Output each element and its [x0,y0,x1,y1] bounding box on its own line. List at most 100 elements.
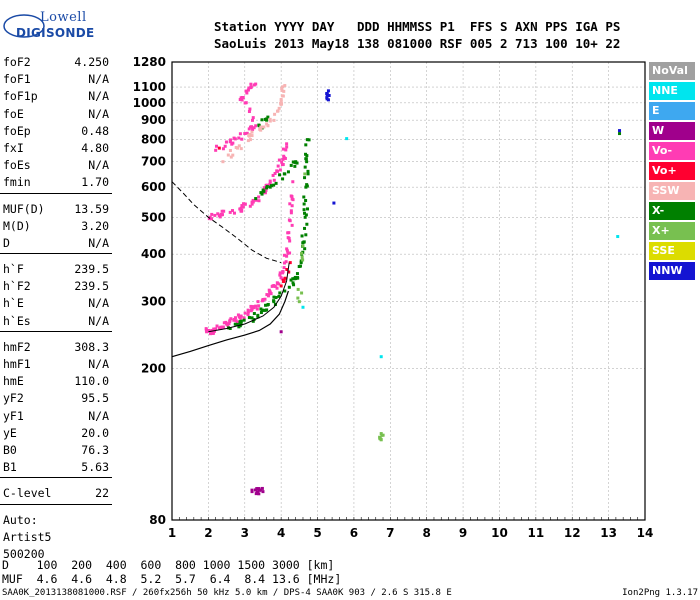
echo-point [272,295,276,299]
param-key: h`F2 [3,279,31,294]
echo-point [254,492,258,496]
echo-point [278,291,282,295]
echo-point [281,147,285,151]
echo-point [266,294,270,298]
echo-point [235,322,239,326]
echo-point [254,197,258,201]
param-separator [0,503,112,512]
echo-point [301,305,305,309]
param-value: N/A [88,296,109,311]
echo-point [262,125,266,129]
echo-point [290,195,294,199]
echo-point [303,176,307,180]
echo-point [276,109,280,113]
x-tick-label: 9 [459,526,467,540]
echo-point [282,154,286,158]
echo-point [269,292,273,296]
echo-point [211,331,215,335]
muf-dashed-curve [171,181,282,264]
echo-point [215,324,219,328]
echo-point [222,209,226,213]
echo-point [231,141,235,145]
echo-point [268,181,272,185]
echo-point [219,212,223,216]
y-tick-label: 500 [141,210,166,224]
echo-point [257,492,261,496]
echo-point [285,247,289,251]
echo-point [256,315,260,319]
echo-point [247,133,251,137]
x-tick-label: 4 [277,526,285,540]
echo-point [291,281,295,285]
echo-point [219,326,223,330]
legend-entry: SSW [649,182,695,200]
echo-point [297,300,301,304]
echo-point [240,204,244,208]
echo-point [301,258,305,262]
param-value: 308.3 [74,339,109,354]
x-tick-label: 3 [241,526,249,540]
echo-point [259,307,263,311]
echo-point [290,204,294,208]
echo-point [233,316,237,320]
param-row: foF1p N/A [0,88,112,105]
echo-point [246,308,250,312]
echo-point [287,285,291,289]
echo-point [245,131,249,135]
auto-scaling-line: Auto: [0,512,112,529]
echo-point [616,235,620,239]
echo-point [303,165,307,169]
param-row: foE N/A [0,106,112,123]
echo-point [300,255,304,259]
echo-point [235,146,239,150]
legend-entry: Vo- [649,142,695,160]
echo-point [208,332,212,336]
param-key: h`E [3,296,24,311]
echo-point [216,212,220,216]
echo-point [256,490,260,494]
echo-point [250,200,254,204]
echo-point [257,304,261,308]
legend-entry: E [649,102,695,120]
echo-point [257,199,261,203]
param-value: 1.70 [81,175,109,190]
echo-point [226,153,230,157]
echo-point [287,270,291,274]
param-row: D N/A [0,235,112,252]
echo-point [618,129,622,133]
echo-point [282,279,286,283]
echo-point [248,204,252,208]
echo-point [282,253,286,257]
echo-point [287,236,291,240]
param-row: foEp 0.48 [0,123,112,140]
footer-file-info: SAA0K_2013138081000.RSF / 260fx256h 50 k… [2,588,452,598]
echo-point [247,316,251,320]
echo-point [265,303,269,307]
echo-point [288,251,292,255]
echo-point [281,270,285,274]
echo-point [303,247,307,251]
y-tick-label: 1100 [133,80,166,94]
echo-point [237,144,241,148]
param-row: hmE 110.0 [0,373,112,390]
echo-point [288,202,292,206]
echo-point [278,168,282,172]
echo-point [245,91,249,95]
echo-point [254,82,258,86]
echo-point [291,277,295,281]
echo-point [279,284,283,288]
plot-frame [171,61,646,521]
echo-point [279,98,283,102]
echo-point [280,102,284,106]
echo-point [249,86,253,90]
echo-point [283,172,287,176]
echo-point [262,189,266,193]
echo-point [273,284,277,288]
echo-point [236,313,240,317]
echo-point [265,185,269,189]
echo-point [287,231,291,235]
echo-point [305,222,309,226]
echo-point [378,435,382,439]
echo-point [240,98,244,102]
